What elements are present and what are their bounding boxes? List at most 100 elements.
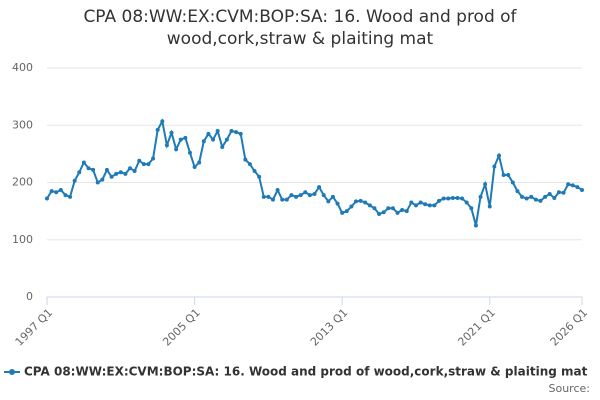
data-point xyxy=(575,185,580,190)
data-point xyxy=(183,135,188,140)
data-point xyxy=(529,194,534,199)
legend-marker xyxy=(9,369,15,375)
data-point xyxy=(247,162,252,167)
data-point xyxy=(128,166,133,171)
data-point xyxy=(432,203,437,208)
data-point xyxy=(446,196,451,201)
data-point xyxy=(487,204,492,209)
data-point xyxy=(455,195,460,200)
data-point xyxy=(261,194,266,199)
y-tick-label: 0 xyxy=(26,290,33,303)
data-point xyxy=(197,160,202,165)
data-point xyxy=(580,187,584,192)
data-point xyxy=(386,206,391,211)
data-point xyxy=(303,190,308,195)
data-point xyxy=(187,150,192,155)
data-point xyxy=(211,137,216,142)
data-point xyxy=(243,157,248,162)
data-point xyxy=(54,190,59,195)
data-point xyxy=(506,173,511,178)
data-point xyxy=(326,199,331,204)
data-point xyxy=(234,130,239,135)
data-point xyxy=(100,177,105,182)
data-point xyxy=(423,202,428,207)
data-point xyxy=(317,185,322,190)
data-point xyxy=(427,203,432,208)
data-point xyxy=(330,194,335,199)
data-point xyxy=(178,137,183,142)
data-point xyxy=(538,198,543,203)
data-point xyxy=(395,210,400,215)
data-point xyxy=(547,191,552,196)
data-point xyxy=(270,197,275,202)
data-point xyxy=(95,180,100,185)
y-tick-label: 400 xyxy=(12,61,33,74)
data-point xyxy=(146,162,151,167)
data-point xyxy=(77,170,82,175)
data-point xyxy=(340,210,345,215)
data-point xyxy=(363,200,368,205)
data-point xyxy=(520,194,525,199)
data-point xyxy=(464,200,469,205)
data-point xyxy=(294,194,299,199)
data-point xyxy=(174,147,179,152)
data-point xyxy=(367,203,372,208)
data-point xyxy=(257,174,262,179)
data-point xyxy=(390,206,395,211)
data-point xyxy=(275,187,280,192)
data-point xyxy=(141,162,146,167)
data-point xyxy=(137,158,142,163)
data-point xyxy=(533,197,538,202)
data-point xyxy=(515,189,520,194)
data-point xyxy=(478,194,483,199)
data-point xyxy=(409,200,414,205)
data-point xyxy=(252,169,257,174)
data-point xyxy=(68,194,73,199)
data-point xyxy=(298,193,303,198)
data-point xyxy=(501,173,506,178)
data-point xyxy=(284,197,289,202)
data-point xyxy=(349,204,354,209)
data-point xyxy=(123,171,128,176)
data-point xyxy=(510,180,515,185)
data-point xyxy=(160,119,165,124)
data-point xyxy=(570,183,575,188)
data-point xyxy=(63,193,68,198)
data-point xyxy=(86,166,91,171)
data-point xyxy=(321,193,326,198)
data-point xyxy=(413,203,418,208)
data-point xyxy=(72,178,77,183)
data-point xyxy=(201,139,206,144)
data-point xyxy=(151,156,156,161)
data-point xyxy=(238,131,243,136)
legend-label: CPA 08:WW:EX:CVM:BOP:SA: 16. Wood and pr… xyxy=(24,365,588,379)
data-point xyxy=(45,196,49,201)
data-point xyxy=(169,130,174,135)
chart-title: CPA 08:WW:EX:CVM:BOP:SA: 16. Wood and pr… xyxy=(83,7,517,49)
data-point xyxy=(524,196,529,201)
data-point xyxy=(289,193,294,198)
data-point xyxy=(344,209,349,214)
data-point xyxy=(58,187,63,192)
data-point xyxy=(266,194,271,199)
x-tick-label: 1997 Q1 xyxy=(13,306,56,349)
data-point xyxy=(335,201,340,206)
data-point xyxy=(104,167,109,172)
y-tick-label: 100 xyxy=(12,233,33,246)
data-point xyxy=(280,197,285,202)
data-point xyxy=(114,171,119,176)
data-point xyxy=(354,199,359,204)
data-point xyxy=(224,137,229,142)
data-point xyxy=(118,170,123,175)
data-point xyxy=(543,194,548,199)
x-tick-label: 2026 Q1 xyxy=(548,306,591,349)
data-point xyxy=(307,193,312,198)
data-point xyxy=(164,143,169,148)
data-point xyxy=(155,127,160,132)
data-point xyxy=(437,198,442,203)
data-point xyxy=(460,196,465,201)
data-point xyxy=(404,209,409,214)
data-point xyxy=(400,207,405,212)
